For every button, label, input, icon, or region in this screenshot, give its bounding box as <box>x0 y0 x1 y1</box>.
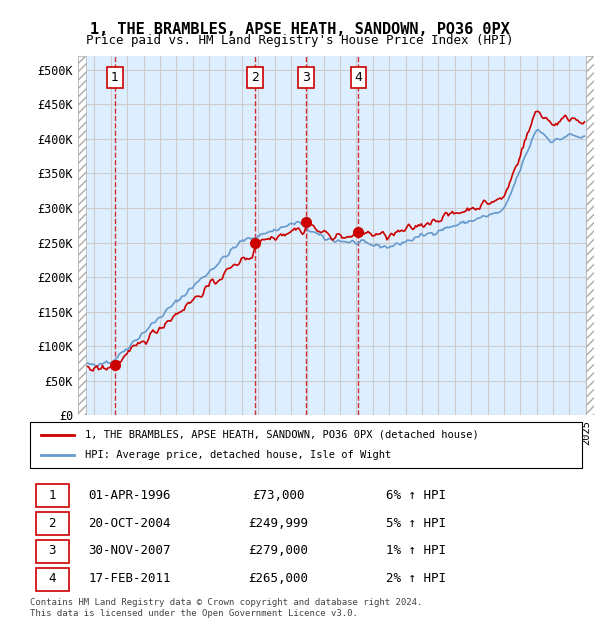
Text: 4: 4 <box>49 572 56 585</box>
Text: 3: 3 <box>49 544 56 557</box>
Text: 3: 3 <box>302 71 310 84</box>
Text: 1: 1 <box>49 489 56 502</box>
Text: £249,999: £249,999 <box>248 516 308 529</box>
FancyBboxPatch shape <box>30 422 582 468</box>
Text: £265,000: £265,000 <box>248 572 308 585</box>
Text: £279,000: £279,000 <box>248 544 308 557</box>
Text: Price paid vs. HM Land Registry's House Price Index (HPI): Price paid vs. HM Land Registry's House … <box>86 34 514 47</box>
Text: 1% ↑ HPI: 1% ↑ HPI <box>386 544 446 557</box>
Text: 1, THE BRAMBLES, APSE HEATH, SANDOWN, PO36 0PX (detached house): 1, THE BRAMBLES, APSE HEATH, SANDOWN, PO… <box>85 430 479 440</box>
FancyBboxPatch shape <box>35 568 68 591</box>
Text: 20-OCT-2004: 20-OCT-2004 <box>88 516 170 529</box>
Text: 6% ↑ HPI: 6% ↑ HPI <box>386 489 446 502</box>
Text: 4: 4 <box>355 71 362 84</box>
FancyBboxPatch shape <box>35 540 68 563</box>
Text: 01-APR-1996: 01-APR-1996 <box>88 489 170 502</box>
Text: 1: 1 <box>111 71 119 84</box>
Text: 2: 2 <box>251 71 259 84</box>
Text: 5% ↑ HPI: 5% ↑ HPI <box>386 516 446 529</box>
Bar <box>78 56 86 415</box>
Text: 2: 2 <box>49 516 56 529</box>
Text: 17-FEB-2011: 17-FEB-2011 <box>88 572 170 585</box>
FancyBboxPatch shape <box>35 484 68 507</box>
Text: 30-NOV-2007: 30-NOV-2007 <box>88 544 170 557</box>
Text: HPI: Average price, detached house, Isle of Wight: HPI: Average price, detached house, Isle… <box>85 450 391 460</box>
Text: Contains HM Land Registry data © Crown copyright and database right 2024.
This d: Contains HM Land Registry data © Crown c… <box>30 598 422 618</box>
Text: 2% ↑ HPI: 2% ↑ HPI <box>386 572 446 585</box>
Text: 1, THE BRAMBLES, APSE HEATH, SANDOWN, PO36 0PX: 1, THE BRAMBLES, APSE HEATH, SANDOWN, PO… <box>90 22 510 37</box>
Text: £73,000: £73,000 <box>252 489 305 502</box>
FancyBboxPatch shape <box>35 512 68 535</box>
